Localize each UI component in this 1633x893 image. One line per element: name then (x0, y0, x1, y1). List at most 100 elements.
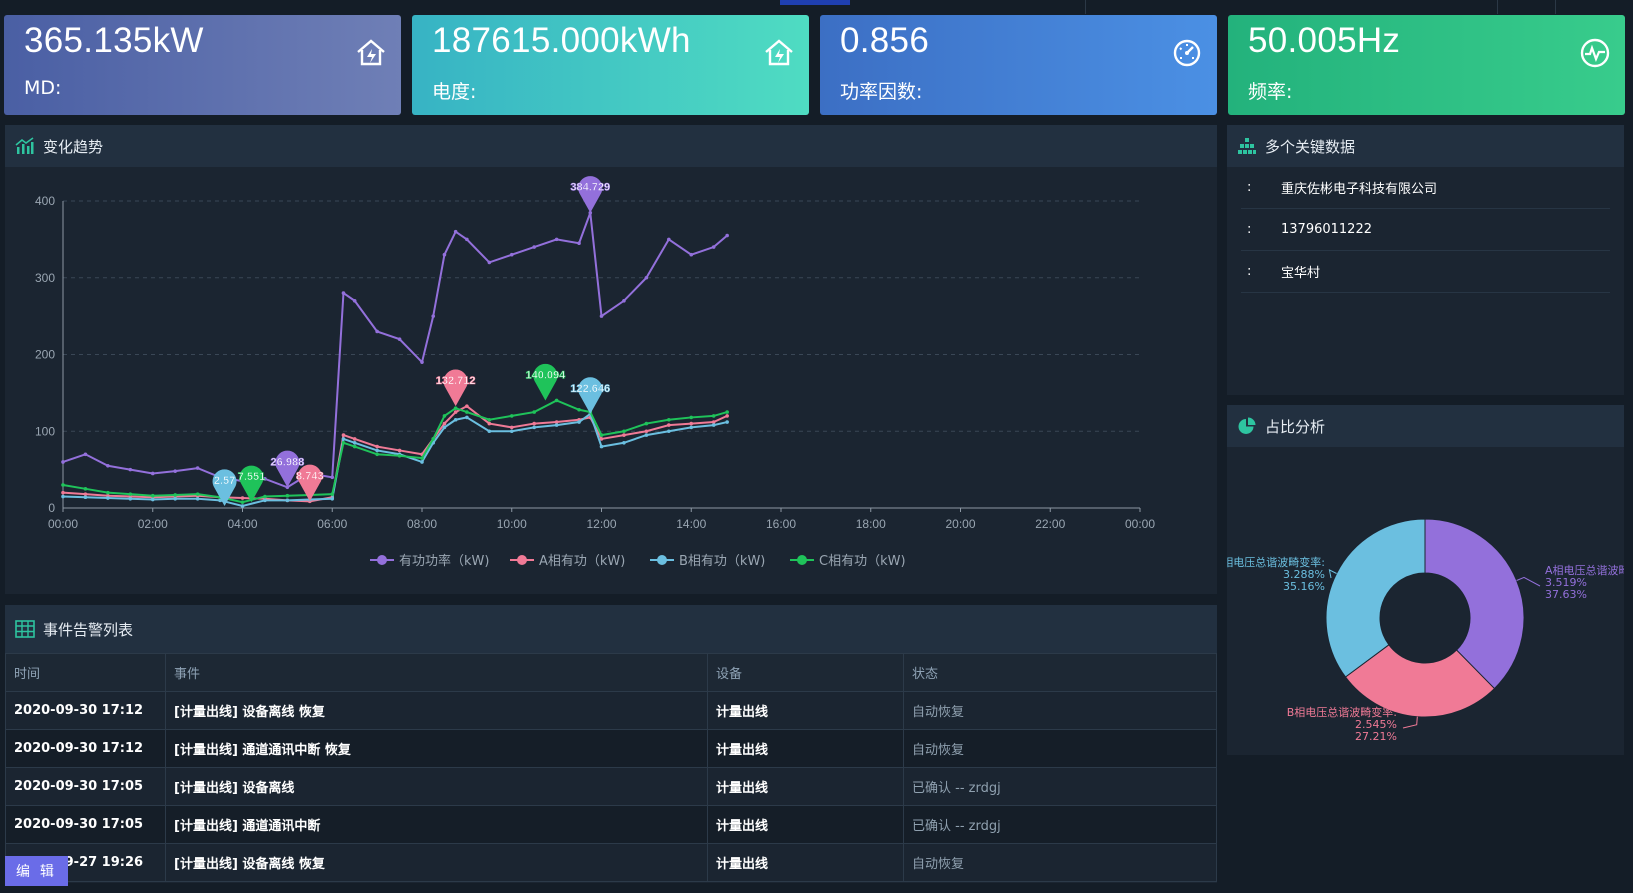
marker-label: 7.551 (238, 471, 266, 483)
data-point (667, 429, 671, 434)
data-point (431, 314, 436, 318)
md-label: MD: (24, 77, 62, 99)
slice-percent: 37.63% (1545, 588, 1587, 601)
marker-pin-shape (297, 464, 322, 502)
edit-button[interactable]: 编 辑 (5, 856, 68, 886)
events-table-header-row: 时间 事件 设备 状态 (5, 653, 1217, 692)
data-point (577, 241, 581, 246)
data-point (667, 237, 671, 242)
data-point (622, 429, 626, 434)
x-tick-label: 22:00 (1035, 517, 1065, 531)
data-point (442, 252, 447, 257)
data-point (465, 410, 469, 414)
data-point (240, 504, 245, 508)
table-row[interactable]: 2020-09-30 17:12 [计量出线] 设备离线 恢复 计量出线 自动恢… (5, 691, 1217, 730)
marker-pin: 122.646 (570, 377, 610, 414)
table-row[interactable]: 2020-09-30 17:12 [计量出线] 通道通讯中断 恢复 计量出线 自… (5, 729, 1217, 768)
data-point (465, 415, 469, 420)
marker-label: 384.729 (570, 182, 610, 194)
data-point (352, 440, 357, 445)
data-point (263, 498, 267, 503)
event-status: 已确认 -- zrdgj (903, 805, 1217, 844)
data-point (420, 460, 424, 464)
data-point (285, 493, 290, 498)
y-tick-label: 0 (48, 501, 55, 515)
slice-label-leader (1402, 716, 1418, 729)
marker-pin-shape (239, 465, 264, 503)
slice-label-leader (1328, 568, 1337, 579)
data-point (420, 456, 424, 460)
data-point (599, 437, 604, 441)
slice-name: C相电压总谐波畸变率: (1227, 555, 1325, 569)
frequency-card: 50.005Hz 频率: (1228, 15, 1625, 115)
event-device: 计量出线 (707, 805, 904, 844)
slice-name: A相电压总谐波畸变率: (1545, 563, 1624, 577)
power-factor-card: 0.856 功率因数: (820, 15, 1217, 115)
donut-slice (1344, 644, 1496, 718)
top-nav-active-tab[interactable] (780, 0, 850, 5)
data-point (352, 444, 357, 449)
data-point (240, 500, 245, 504)
data-point (352, 437, 357, 441)
legend-item: 有功功率（kW) (370, 553, 489, 569)
data-point (173, 493, 177, 497)
data-point (341, 440, 346, 445)
home-bolt-icon (357, 39, 385, 66)
event-desc: [计量出线] 通道通讯中断 恢复 (165, 729, 708, 768)
marker-label: 26.988 (271, 456, 305, 468)
event-status: 自动恢复 (903, 843, 1217, 882)
event-device: 计量出线 (707, 691, 904, 730)
pie-chart-icon (1238, 417, 1256, 434)
data-point (599, 314, 604, 318)
data-point (509, 429, 514, 434)
legend-label: A相有功（kW) (539, 554, 625, 569)
table-row[interactable]: 2020-09-30 17:05 [计量出线] 通道通讯中断 计量出线 已确认 … (5, 805, 1217, 844)
data-point (431, 437, 436, 441)
data-point (397, 454, 402, 458)
data-point (487, 417, 492, 422)
data-point (599, 444, 604, 449)
marker-pin: 384.729 (570, 176, 610, 213)
data-point (487, 421, 492, 426)
data-point (532, 421, 536, 426)
marker-label: 2.57 (214, 475, 235, 487)
events-panel: 事件告警列表 时间 事件 设备 状态 2020-09-30 17:12 [计量出… (5, 605, 1217, 883)
table-row[interactable]: 2020-09-30 17:05 [计量出线] 设备离线 计量出线 已确认 --… (5, 767, 1217, 806)
donut-slice (1325, 518, 1426, 678)
pulse-icon (1580, 38, 1610, 68)
data-point (263, 477, 267, 481)
ratio-panel: 占比分析 A相电压总谐波畸变率:3.519%37.63%B相电压总谐波畸变率:2… (1227, 405, 1624, 755)
events-panel-header: 事件告警列表 (5, 605, 1217, 653)
key-data-row-village: : 宝华村 (1241, 251, 1610, 293)
data-point (341, 437, 346, 441)
data-point (453, 406, 458, 411)
marker-pin: 8.743 (296, 464, 324, 502)
event-time: 2020-09-30 17:12 (5, 729, 166, 768)
legend-swatch-dot (377, 555, 387, 565)
slice-value: 3.288% (1283, 568, 1325, 581)
marker-pin-shape (578, 176, 603, 213)
marker-pin: 2.57 (212, 469, 237, 507)
nav-divider (1497, 0, 1498, 14)
data-point (554, 420, 559, 424)
data-point (532, 425, 536, 430)
data-point (375, 452, 379, 457)
table-row[interactable]: 2020-09-27 19:26 [计量出线] 设备离线 恢复 计量出线 自动恢… (5, 843, 1217, 882)
data-point (725, 414, 729, 418)
data-point (465, 237, 469, 242)
data-point (83, 492, 88, 496)
data-point (487, 429, 492, 434)
frequency-label: 频率: (1248, 81, 1293, 103)
energy-card: 187615.000kWh 电度: (412, 15, 809, 115)
data-point (330, 496, 335, 501)
slice-name: B相电压总谐波畸变率: (1287, 705, 1397, 719)
marker-pin-shape (533, 363, 558, 401)
x-tick-label: 20:00 (945, 517, 975, 531)
event-desc: [计量出线] 设备离线 恢复 (165, 691, 708, 730)
marker-pin: 7.551 (237, 465, 266, 503)
data-point (263, 494, 267, 499)
marker-label: 132.712 (436, 375, 476, 387)
data-point (509, 425, 514, 430)
legend-swatch-dot (797, 555, 807, 565)
data-point (644, 421, 649, 426)
